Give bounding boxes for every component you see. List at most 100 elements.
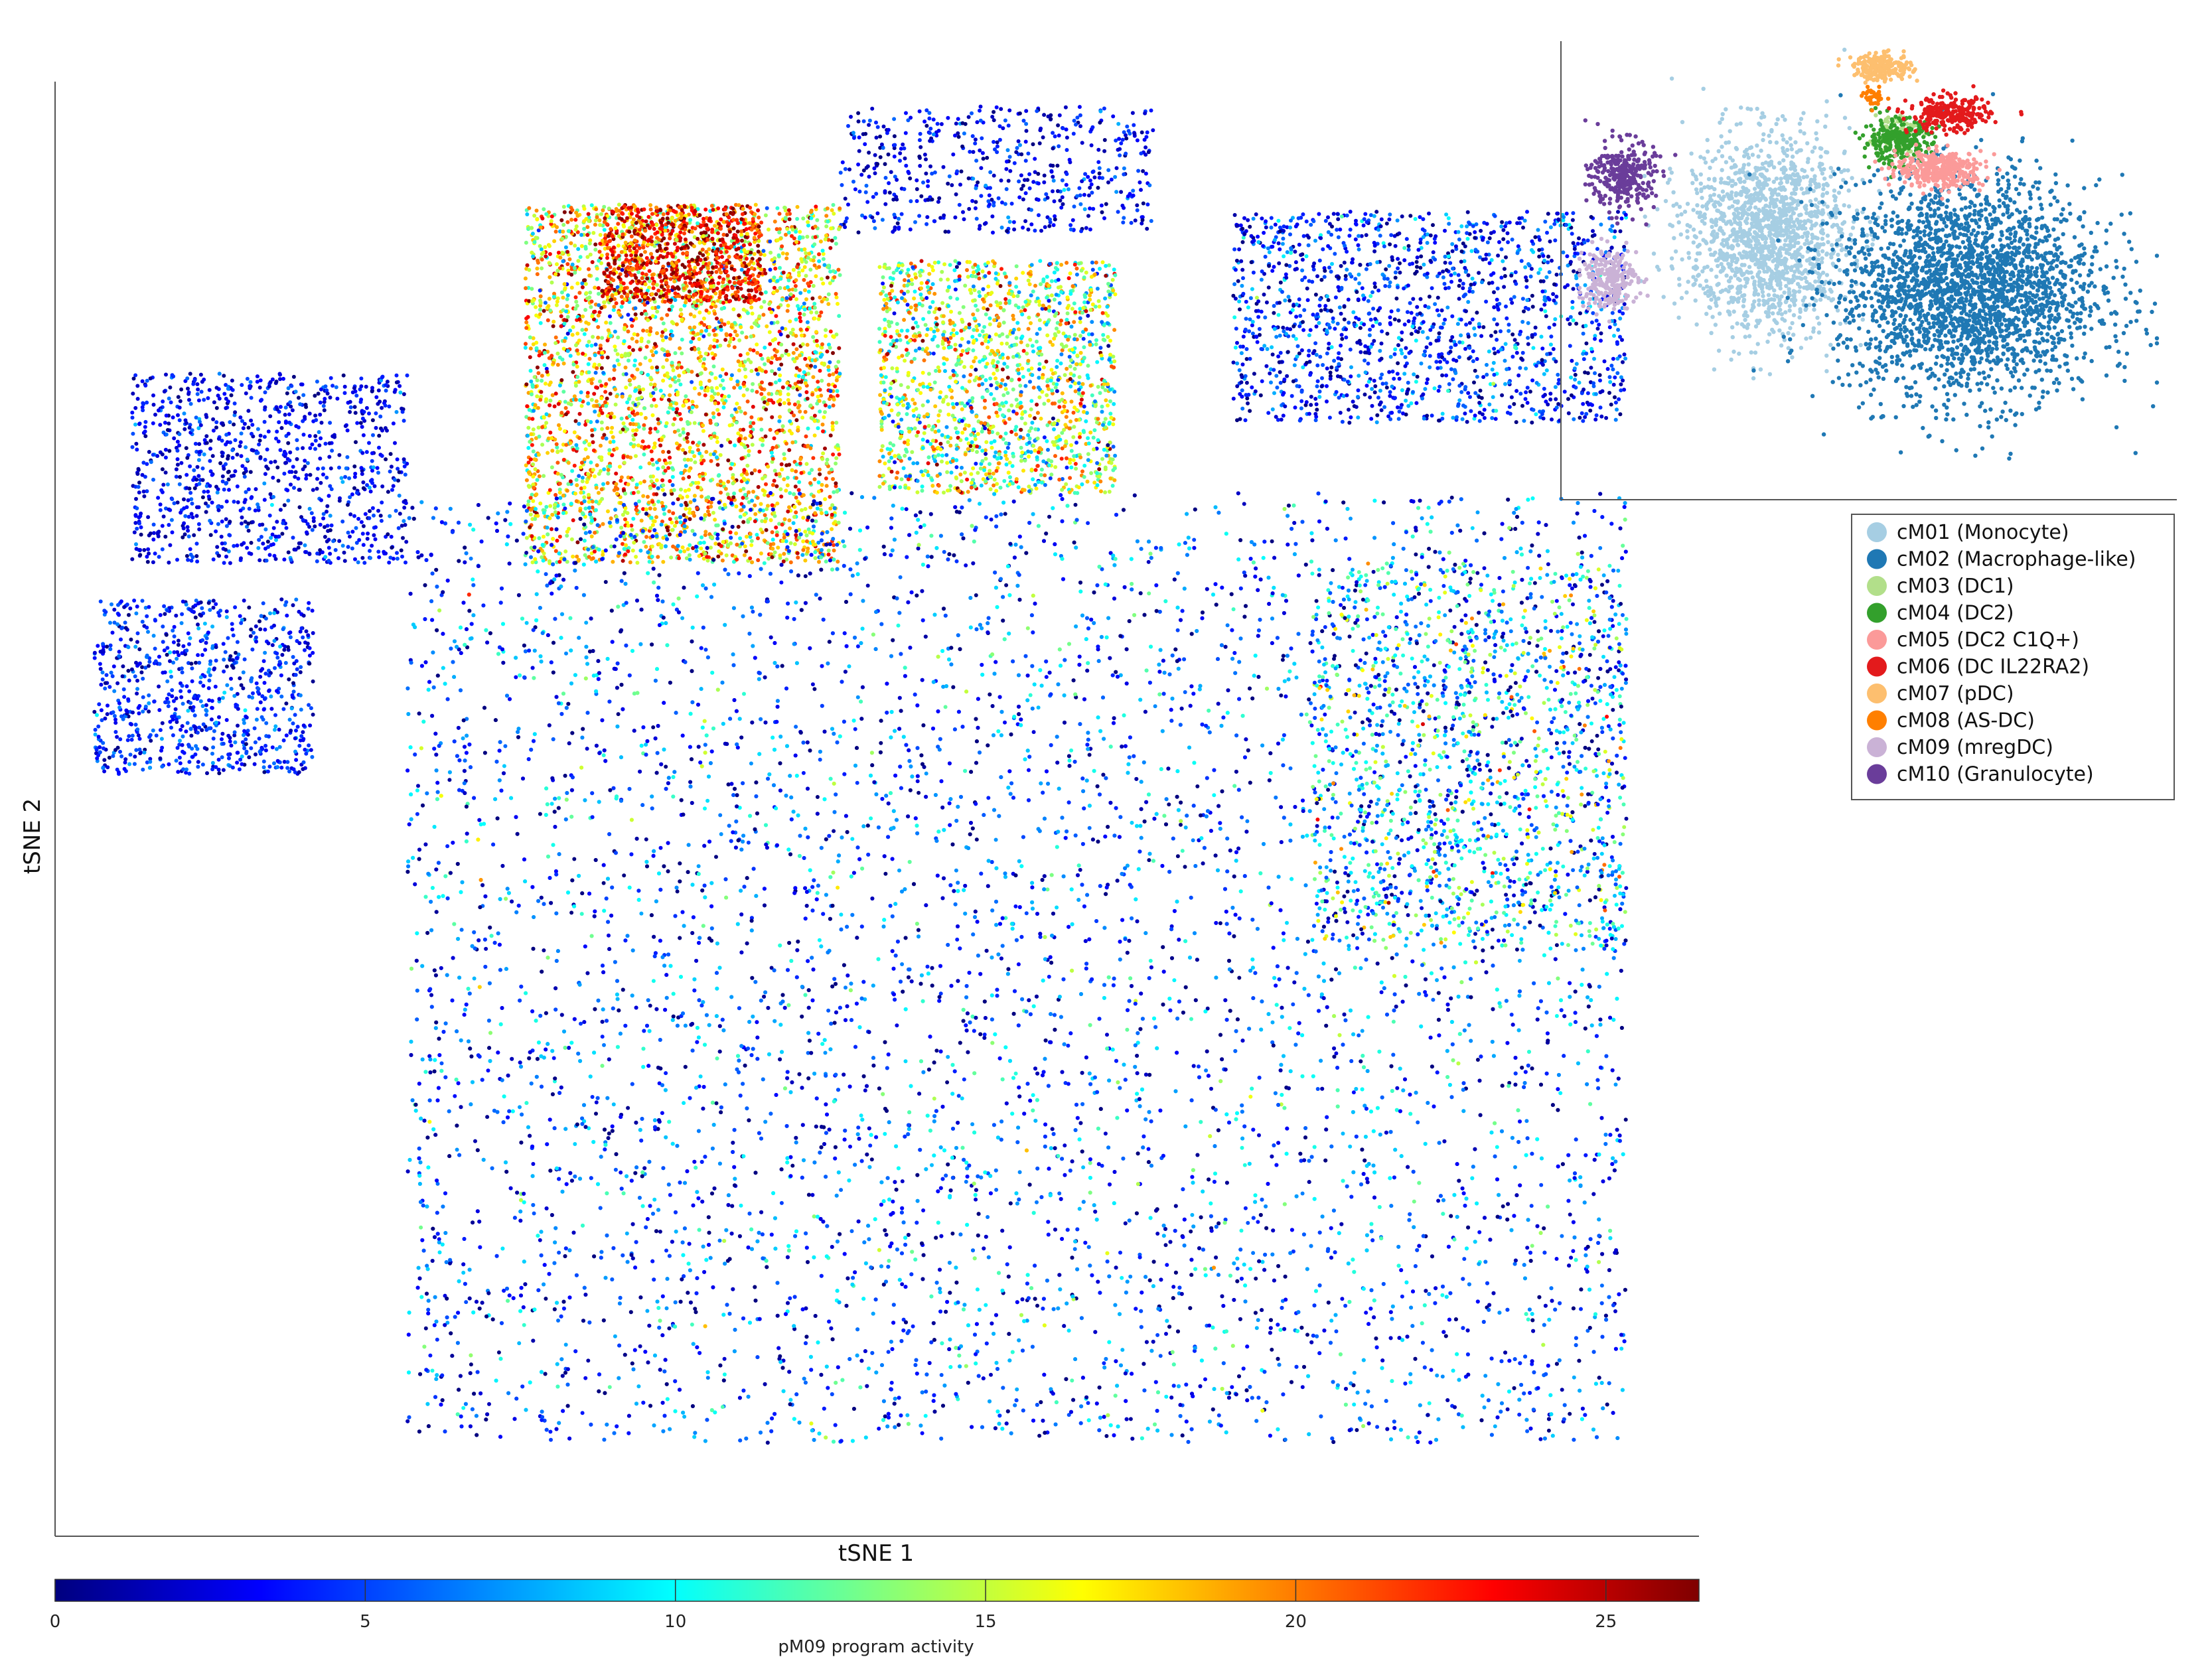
main-point <box>561 223 565 227</box>
main-point <box>608 378 612 382</box>
main-point <box>783 206 787 210</box>
main-point <box>1119 141 1123 145</box>
main-point <box>640 371 644 375</box>
main-point <box>1005 229 1009 233</box>
main-point <box>1041 135 1045 139</box>
main-point <box>648 560 652 564</box>
main-point <box>1149 109 1153 113</box>
main-point <box>818 369 822 373</box>
main-point <box>584 321 588 325</box>
main-point <box>526 263 530 267</box>
main-point <box>1051 131 1055 135</box>
main-point <box>641 439 645 443</box>
main-point <box>716 463 720 467</box>
main-point <box>617 362 621 366</box>
main-point <box>1033 157 1037 161</box>
main-point <box>534 403 538 407</box>
main-point <box>1118 153 1122 157</box>
main-point <box>1103 138 1107 142</box>
main-point <box>857 135 861 139</box>
main-point <box>979 166 983 170</box>
main-point <box>1077 186 1081 190</box>
main-point <box>531 560 535 564</box>
main-point <box>740 268 744 272</box>
main-point <box>819 240 823 244</box>
main-point <box>717 412 721 416</box>
main-point <box>660 478 664 482</box>
main-point <box>786 398 790 402</box>
main-point <box>1039 229 1043 233</box>
main-point <box>778 212 782 216</box>
main-point <box>662 512 666 516</box>
main-point <box>906 170 910 174</box>
main-point <box>759 305 763 309</box>
main-point <box>1036 172 1040 176</box>
main-point <box>695 405 699 409</box>
main-point <box>1012 220 1016 224</box>
main-point <box>984 184 988 188</box>
main-point <box>700 536 703 540</box>
main-point <box>1075 115 1079 119</box>
main-point <box>564 246 568 250</box>
main-point <box>956 117 960 121</box>
main-point <box>575 224 579 228</box>
main-point <box>771 338 775 342</box>
main-point <box>1018 143 1022 147</box>
main-point <box>1038 141 1042 145</box>
main-point <box>551 537 555 541</box>
main-point <box>601 522 605 526</box>
main-point <box>688 557 692 561</box>
main-point <box>804 410 808 414</box>
main-point <box>536 478 540 482</box>
main-point <box>919 145 922 149</box>
main-point <box>1100 210 1104 214</box>
main-point <box>757 485 761 489</box>
main-point <box>817 252 821 256</box>
main-point <box>883 162 887 166</box>
main-point <box>933 171 937 175</box>
main-point <box>670 528 674 532</box>
main-point <box>1058 113 1062 117</box>
main-point <box>811 456 815 460</box>
main-point <box>550 449 554 453</box>
main-point <box>1065 135 1069 139</box>
main-point <box>1003 202 1007 206</box>
main-point <box>922 119 926 123</box>
main-point <box>1072 119 1076 123</box>
main-point <box>801 216 805 220</box>
main-point <box>569 403 573 407</box>
main-point <box>548 309 552 313</box>
main-point <box>638 391 642 395</box>
main-point <box>784 442 788 446</box>
main-point <box>1003 119 1007 123</box>
main-point <box>927 111 931 115</box>
main-point <box>794 533 798 537</box>
main-point <box>751 312 755 316</box>
main-point <box>812 494 816 498</box>
main-point <box>915 187 919 191</box>
main-point <box>974 186 978 190</box>
main-point <box>820 457 824 461</box>
main-point <box>533 557 537 561</box>
main-point <box>540 266 544 270</box>
main-point <box>1140 222 1143 226</box>
main-point <box>1080 141 1084 145</box>
main-point <box>893 213 897 217</box>
main-point <box>739 287 743 291</box>
main-point <box>1019 173 1023 177</box>
main-point <box>851 180 855 184</box>
main-point <box>817 490 821 494</box>
main-point <box>824 214 828 218</box>
main-point <box>577 422 581 426</box>
main-point <box>1053 218 1057 222</box>
main-point <box>1149 219 1153 223</box>
main-point <box>593 248 597 252</box>
main-point <box>691 450 695 454</box>
main-point <box>764 435 768 439</box>
main-point <box>787 208 791 212</box>
main-point <box>548 399 552 403</box>
main-point <box>1042 180 1046 184</box>
main-point <box>719 490 723 494</box>
main-point <box>1017 195 1021 199</box>
main-point <box>836 389 840 393</box>
